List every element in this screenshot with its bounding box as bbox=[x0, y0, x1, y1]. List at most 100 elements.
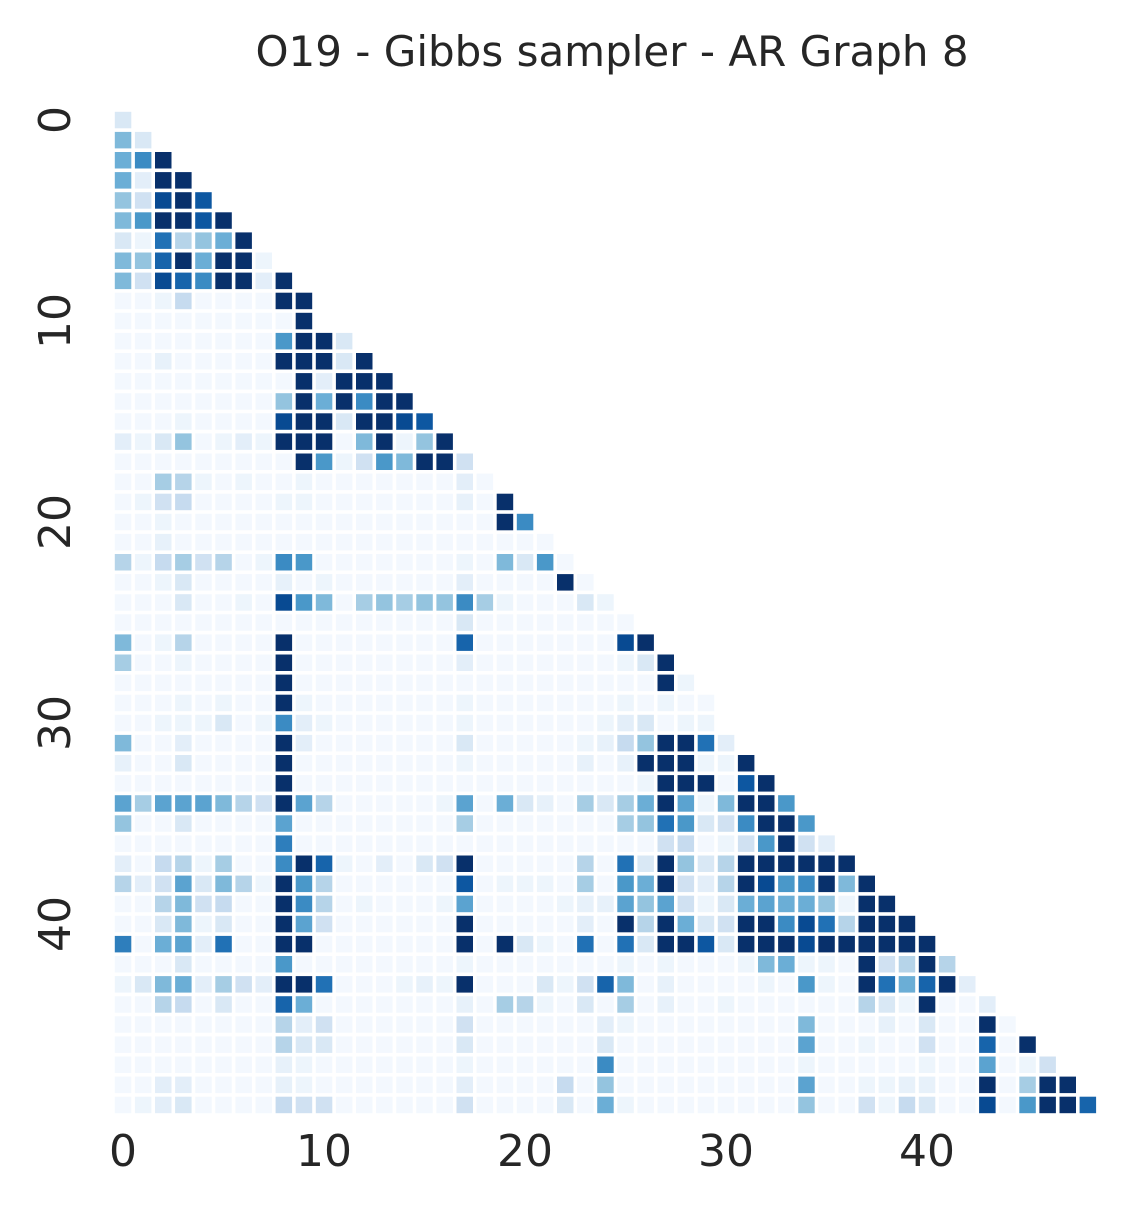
heatmap-cell-37-9 bbox=[295, 855, 313, 872]
heatmap-cell-38-19 bbox=[496, 875, 514, 893]
heatmap-cell-47-8 bbox=[275, 1056, 293, 1073]
heatmap-cell-39-31 bbox=[737, 895, 755, 913]
heatmap-cell-31-15 bbox=[416, 734, 433, 752]
heatmap-cell-48-44 bbox=[999, 1076, 1016, 1094]
heatmap-cell-41-37 bbox=[858, 935, 875, 953]
heatmap-cell-44-12 bbox=[356, 996, 373, 1013]
heatmap-cell-43-33 bbox=[778, 976, 795, 993]
heatmap-cell-42-22 bbox=[557, 956, 574, 973]
heatmap-cell-43-15 bbox=[416, 976, 433, 993]
x-tick-label: 10 bbox=[296, 1126, 352, 1177]
heatmap-cell-38-6 bbox=[235, 875, 252, 893]
heatmap-cell-47-36 bbox=[838, 1056, 855, 1073]
heatmap-cell-17-12 bbox=[356, 453, 373, 470]
heatmap-cell-32-24 bbox=[597, 755, 614, 772]
heatmap-cell-37-23 bbox=[577, 855, 594, 872]
heatmap-cell-30-25 bbox=[617, 714, 634, 732]
heatmap-cell-33-25 bbox=[617, 775, 634, 792]
heatmap-cell-38-27 bbox=[657, 875, 674, 893]
heatmap-cell-23-6 bbox=[235, 574, 252, 591]
heatmap-cell-46-34 bbox=[798, 1036, 815, 1053]
heatmap-cell-22-18 bbox=[476, 554, 494, 571]
heatmap-cell-10-1 bbox=[134, 312, 152, 330]
heatmap-cell-32-29 bbox=[697, 755, 715, 772]
heatmap-cell-41-14 bbox=[396, 935, 413, 953]
heatmap-cell-24-6 bbox=[235, 594, 252, 611]
heatmap-cell-45-20 bbox=[516, 1016, 534, 1033]
heatmap-cell-25-20 bbox=[516, 614, 534, 631]
heatmap-cell-22-21 bbox=[536, 554, 554, 571]
heatmap-cell-43-22 bbox=[557, 976, 574, 993]
heatmap-cell-33-6 bbox=[235, 775, 252, 792]
heatmap-cell-47-3 bbox=[175, 1056, 192, 1073]
heatmap-cell-3-2 bbox=[155, 172, 172, 189]
heatmap-cell-31-14 bbox=[396, 734, 413, 752]
heatmap-cell-41-28 bbox=[677, 935, 695, 953]
heatmap-cell-10-5 bbox=[215, 312, 232, 330]
heatmap-cell-47-34 bbox=[798, 1056, 815, 1073]
heatmap-cell-33-3 bbox=[175, 775, 192, 792]
heatmap-cell-34-23 bbox=[577, 795, 594, 812]
heatmap-cell-49-19 bbox=[496, 1096, 514, 1114]
heatmap-cell-48-4 bbox=[195, 1076, 212, 1094]
heatmap-cell-24-14 bbox=[396, 594, 413, 611]
heatmap-cell-40-38 bbox=[878, 915, 896, 933]
heatmap-cell-31-22 bbox=[557, 734, 574, 752]
heatmap-cell-38-18 bbox=[476, 875, 494, 893]
heatmap-cell-38-0 bbox=[114, 875, 132, 893]
heatmap-cell-44-26 bbox=[637, 996, 654, 1013]
heatmap-cell-31-4 bbox=[195, 734, 212, 752]
heatmap-cell-30-16 bbox=[436, 714, 453, 732]
heatmap-cell-36-28 bbox=[677, 835, 695, 852]
heatmap-cell-10-9 bbox=[295, 312, 313, 330]
heatmap-cell-36-13 bbox=[376, 835, 393, 852]
heatmap-cell-44-43 bbox=[979, 996, 996, 1013]
heatmap-cell-48-1 bbox=[134, 1076, 152, 1094]
heatmap-cell-34-9 bbox=[295, 795, 313, 812]
heatmap-cell-47-42 bbox=[959, 1056, 976, 1073]
heatmap-cell-12-11 bbox=[335, 353, 353, 370]
heatmap-cell-8-5 bbox=[215, 272, 232, 290]
heatmap-cell-17-7 bbox=[255, 453, 272, 470]
heatmap-cell-12-0 bbox=[114, 353, 132, 370]
heatmap-cell-42-13 bbox=[376, 956, 393, 973]
heatmap-cell-9-7 bbox=[255, 292, 272, 310]
heatmap-cell-45-35 bbox=[818, 1016, 835, 1033]
heatmap-cell-29-28 bbox=[677, 694, 695, 712]
heatmap-cell-32-14 bbox=[396, 755, 413, 772]
heatmap-cell-15-0 bbox=[114, 413, 132, 430]
heatmap-cell-15-11 bbox=[335, 413, 353, 430]
heatmap-cell-6-5 bbox=[215, 232, 232, 249]
heatmap-cell-43-18 bbox=[476, 976, 494, 993]
heatmap-cell-3-0 bbox=[114, 172, 132, 189]
heatmap-cell-35-16 bbox=[436, 815, 453, 832]
heatmap-cell-35-22 bbox=[557, 815, 574, 832]
heatmap-cell-19-12 bbox=[356, 493, 373, 511]
heatmap-cell-33-7 bbox=[255, 775, 272, 792]
heatmap-cell-30-12 bbox=[356, 714, 373, 732]
heatmap-cell-39-19 bbox=[496, 895, 514, 913]
heatmap-cell-29-1 bbox=[134, 694, 152, 712]
heatmap-cell-49-2 bbox=[155, 1096, 172, 1114]
heatmap-cell-20-6 bbox=[235, 513, 252, 531]
heatmap-cell-34-26 bbox=[637, 795, 654, 812]
heatmap-cell-44-33 bbox=[778, 996, 795, 1013]
heatmap-cell-26-11 bbox=[335, 634, 353, 651]
heatmap-cell-22-15 bbox=[416, 554, 433, 571]
heatmap-cell-27-1 bbox=[134, 654, 152, 671]
heatmap-cell-32-23 bbox=[577, 755, 594, 772]
heatmap-cell-48-30 bbox=[717, 1076, 735, 1094]
heatmap-cell-46-38 bbox=[878, 1036, 896, 1053]
heatmap-cell-43-23 bbox=[577, 976, 594, 993]
heatmap-cell-19-8 bbox=[275, 493, 293, 511]
heatmap-cell-48-21 bbox=[536, 1076, 554, 1094]
heatmap-cell-26-18 bbox=[476, 634, 494, 651]
heatmap-cell-40-37 bbox=[858, 915, 875, 933]
heatmap-cell-39-12 bbox=[356, 895, 373, 913]
heatmap-cell-28-1 bbox=[134, 674, 152, 692]
y-axis-ticks: 0 10 20 30 40 bbox=[30, 106, 81, 952]
heatmap-cell-47-38 bbox=[878, 1056, 896, 1073]
heatmap-cell-26-19 bbox=[496, 634, 514, 651]
heatmap-cell-42-34 bbox=[798, 956, 815, 973]
heatmap-cell-35-28 bbox=[677, 815, 695, 832]
